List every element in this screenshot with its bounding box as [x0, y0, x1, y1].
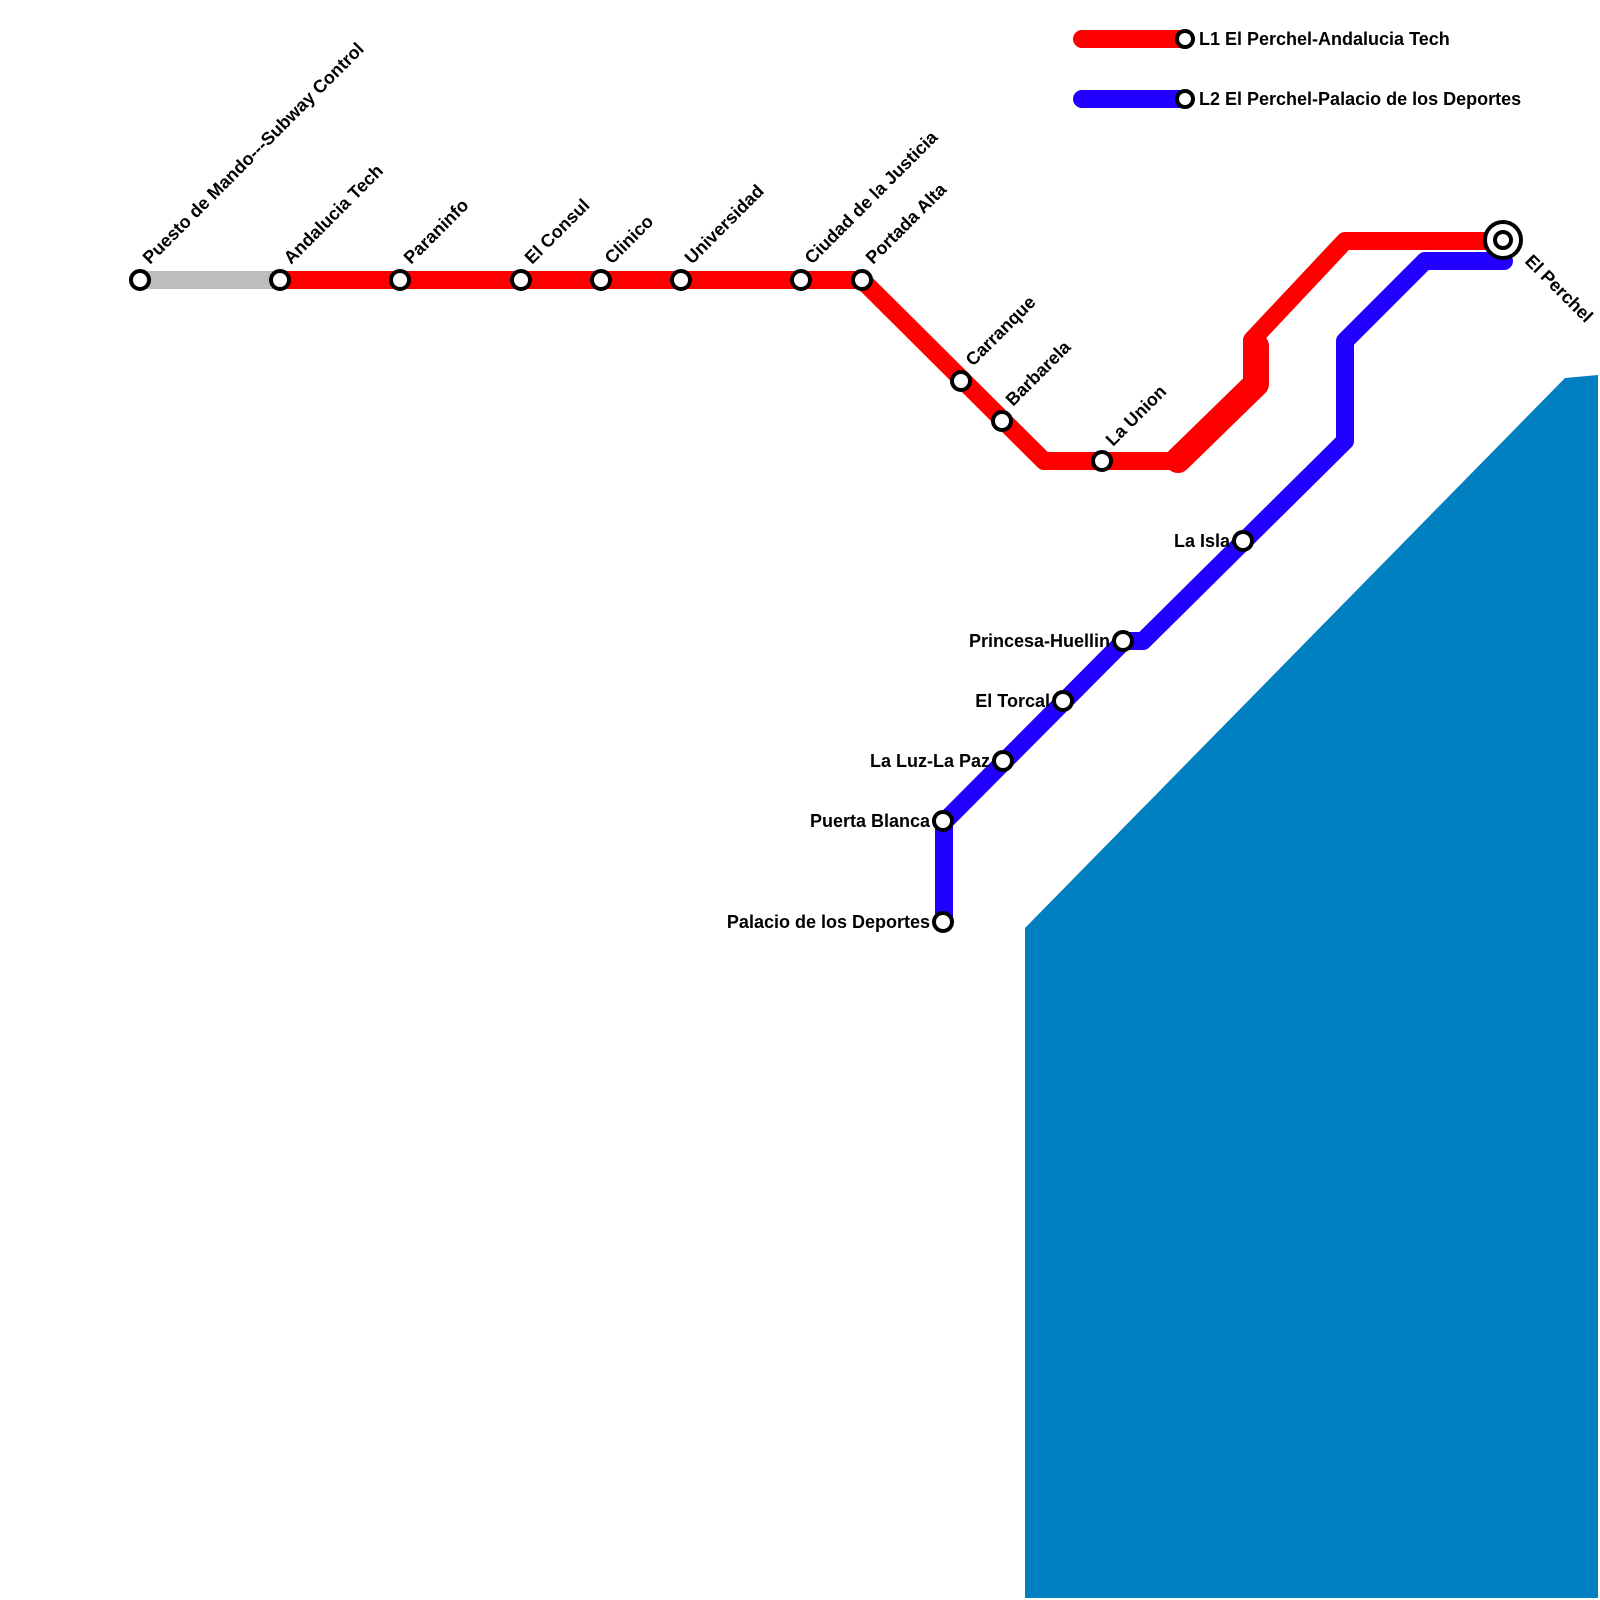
station-la-isla[interactable]: [1232, 530, 1254, 552]
station-portada-alta[interactable]: [851, 269, 873, 291]
label-paraninfo: Paraninfo: [400, 195, 473, 268]
station-la-union[interactable]: [1091, 450, 1113, 472]
station-clinico[interactable]: [590, 269, 612, 291]
legend-l1-label: L1 El Perchel-Andalucia Tech: [1199, 29, 1450, 49]
station-puesto-de-mando[interactable]: [129, 269, 151, 291]
legend-l2-station-marker: [1175, 89, 1195, 109]
station-paraninfo[interactable]: [389, 269, 411, 291]
label-universidad: Universidad: [681, 181, 768, 268]
station-barbarela[interactable]: [991, 410, 1013, 432]
label-la-union: La Union: [1102, 381, 1171, 450]
label-el-torcal: El Torcal: [975, 691, 1050, 711]
label-puesto-de-mando: Puesto de Mando---Subway Control: [139, 39, 368, 268]
label-la-luz-la-paz: La Luz-La Paz: [870, 751, 990, 771]
legend-l1-station-marker: [1175, 29, 1195, 49]
line-l1[interactable]: [273, 232, 1513, 470]
station-puerta-blanca[interactable]: [932, 810, 954, 832]
label-andalucia-tech: Andalucia Tech: [280, 161, 387, 268]
label-barbarela: Barbarela: [1002, 336, 1076, 410]
station-princesa-huellin[interactable]: [1112, 630, 1134, 652]
station-la-luz-la-paz[interactable]: [992, 750, 1014, 772]
station-universidad[interactable]: [670, 269, 692, 291]
station-palacio-de-los-deportes[interactable]: [932, 911, 954, 933]
line-l1-thick-segment: [1165, 333, 1269, 473]
station-ciudad-de-la-justicia[interactable]: [790, 269, 812, 291]
station-andalucia-tech[interactable]: [269, 269, 291, 291]
station-carranque[interactable]: [950, 370, 972, 392]
sea-water: [1025, 375, 1598, 1598]
label-el-perchel: El Perchel: [1521, 251, 1597, 327]
station-el-consul[interactable]: [510, 269, 532, 291]
station-el-torcal[interactable]: [1052, 690, 1074, 712]
label-carranque: Carranque: [962, 292, 1040, 370]
station-el-perchel-inner: [1493, 230, 1513, 250]
legend-l2-label: L2 El Perchel-Palacio de los Deportes: [1199, 89, 1521, 109]
label-la-isla: La Isla: [1174, 531, 1231, 551]
label-puerta-blanca: Puerta Blanca: [810, 811, 931, 831]
label-palacio-de-los-deportes: Palacio de los Deportes: [727, 912, 930, 932]
label-princesa-huellin: Princesa-Huellin: [969, 631, 1110, 651]
label-clinico: Clinico: [601, 211, 658, 268]
label-el-consul: El Consul: [521, 195, 594, 268]
